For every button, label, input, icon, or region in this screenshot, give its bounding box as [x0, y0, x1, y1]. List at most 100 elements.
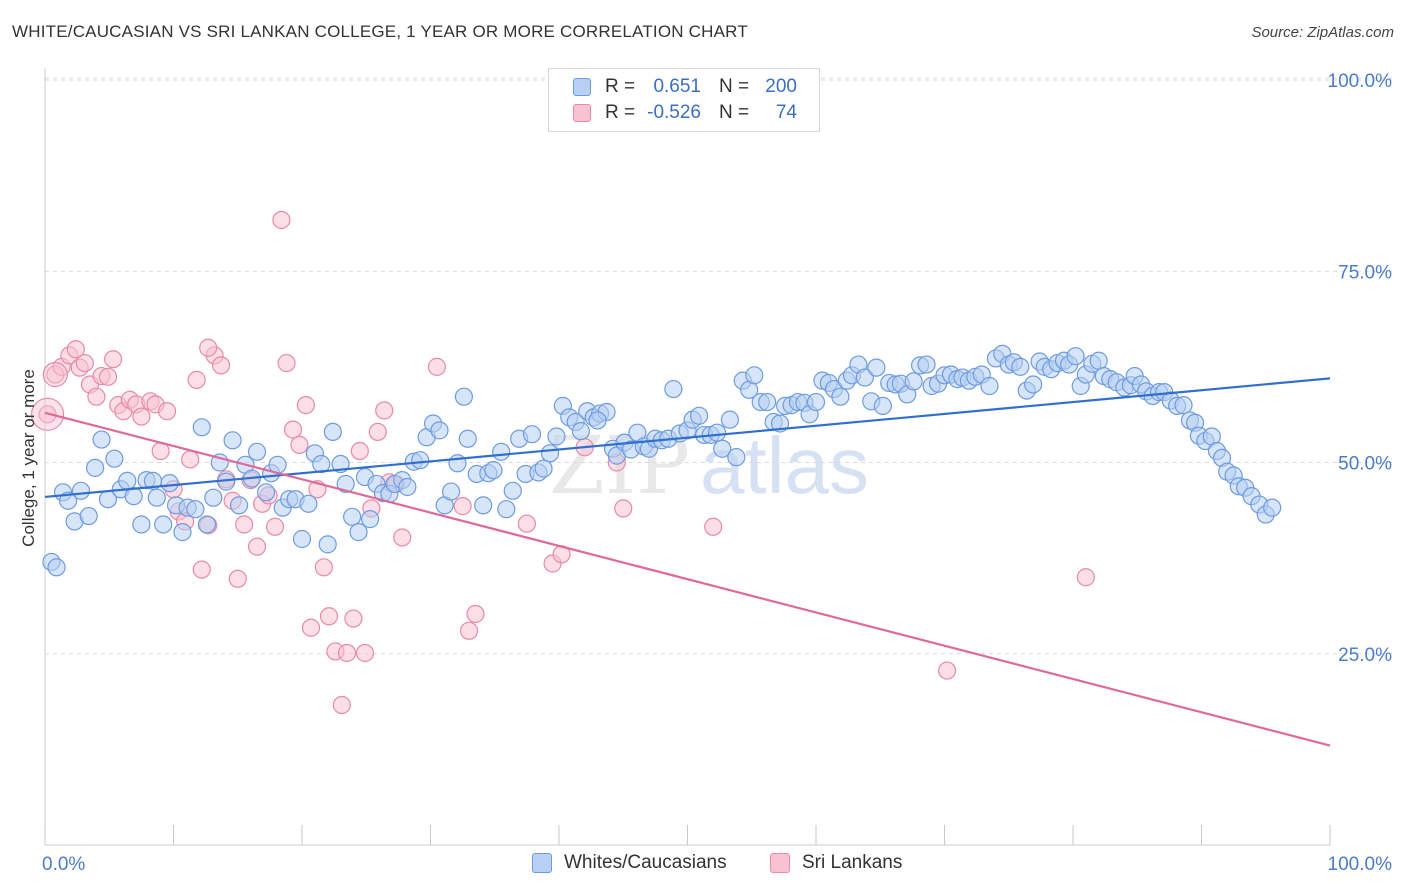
data-point-white — [186, 500, 205, 519]
legend-row-srilankans: R = -0.526 N = 74 — [573, 101, 797, 125]
legend-swatch-blue — [573, 78, 591, 96]
data-point-srilankan — [265, 517, 285, 536]
data-point-white — [806, 392, 826, 412]
data-point-srilankan — [157, 402, 177, 421]
data-point-srilankan — [350, 441, 369, 461]
legend-swatch-pink — [770, 853, 790, 873]
data-point-white — [197, 515, 217, 534]
data-point-white — [454, 387, 474, 406]
legend-row-whites: R = 0.651 N = 200 — [573, 75, 797, 99]
data-point-white — [1011, 357, 1030, 376]
data-point-srilankan — [235, 515, 254, 534]
data-point-white — [71, 481, 91, 500]
legend-swatch-blue — [532, 853, 552, 873]
data-point-white — [299, 494, 318, 513]
data-point-white — [229, 496, 249, 515]
legend-item-whites[interactable]: Whites/Caucasians — [532, 852, 727, 874]
whites-caucasians-points — [42, 344, 1282, 577]
data-point-srilankan — [393, 528, 412, 547]
y-axis-label: College, 1 year or more — [19, 369, 38, 547]
data-point-white — [689, 406, 709, 425]
legend-n-label: N = — [719, 76, 750, 97]
data-point-white — [904, 372, 923, 391]
y-tick-label: 25.0% — [1338, 645, 1392, 666]
data-point-white — [441, 482, 461, 501]
data-point-srilankan — [98, 367, 118, 386]
data-point-white — [707, 423, 727, 442]
data-point-white — [758, 392, 777, 412]
data-point-white — [154, 515, 173, 534]
source-credit: Source: ZipAtlas.com — [1251, 24, 1394, 41]
legend-r-value: -0.526 — [647, 102, 701, 123]
data-point-white — [430, 421, 449, 440]
data-point-srilankan — [319, 607, 339, 626]
data-point-srilankan — [344, 609, 363, 628]
data-point-srilankan — [104, 350, 123, 369]
data-point-white — [336, 474, 355, 494]
data-point-white — [318, 535, 337, 554]
data-point-white — [79, 506, 98, 526]
legend-label-whites: Whites/Caucasians — [564, 852, 727, 873]
data-point-white — [59, 491, 78, 510]
data-point-srilankan — [277, 353, 296, 373]
data-point-white — [534, 459, 553, 478]
data-point-srilankan — [211, 356, 231, 375]
data-point-srilankan — [355, 643, 375, 663]
data-point-white — [664, 379, 683, 399]
y-tick-label: 100.0% — [1328, 71, 1393, 92]
y-tick-label: 50.0% — [1338, 454, 1392, 475]
data-point-srilankan — [368, 422, 387, 441]
legend-n-label: N = — [719, 102, 750, 123]
data-point-white — [458, 429, 477, 448]
data-point-white — [855, 368, 874, 387]
data-point-srilankan — [181, 450, 200, 469]
data-point-srilankan — [199, 338, 218, 357]
data-point-white — [132, 515, 151, 534]
data-point-srilankan — [290, 435, 309, 455]
data-point-white — [86, 458, 105, 477]
legend-item-srilankans[interactable]: Sri Lankans — [770, 852, 902, 874]
data-point-srilankan — [187, 370, 206, 389]
data-point-srilankan — [296, 396, 315, 415]
data-point-srilankan — [614, 499, 633, 518]
data-point-srilankan — [1076, 568, 1095, 587]
data-point-srilankan — [75, 353, 94, 373]
data-point-white — [571, 422, 590, 441]
data-point-srilankan — [466, 604, 485, 624]
y-tick-labels: 25.0% 50.0% 75.0% 100.0% — [1328, 71, 1393, 666]
data-point-srilankan — [453, 497, 472, 516]
data-point-srilankan — [332, 695, 351, 715]
data-point-srilankan — [192, 560, 211, 579]
data-point-white — [223, 431, 242, 450]
data-point-white — [917, 355, 936, 374]
data-point-srilankan — [272, 210, 291, 230]
x-tick-label-end: 100.0% — [1328, 854, 1393, 875]
legend-r-value: 0.651 — [653, 76, 701, 97]
legend-r-label: R = — [605, 76, 636, 97]
data-point-white — [474, 496, 493, 515]
data-point-white — [361, 510, 380, 529]
legend-n-value: 200 — [765, 76, 797, 97]
data-point-white — [204, 488, 223, 507]
legend-swatch-pink — [573, 104, 591, 122]
data-point-white — [411, 451, 430, 470]
data-point-srilankan — [375, 401, 394, 420]
data-point-white — [1263, 498, 1282, 517]
data-point-srilankan — [337, 643, 357, 663]
trend-line-srilankans — [44, 411, 1331, 747]
x-tick-labels: 0.0% 100.0% — [42, 854, 1392, 875]
legend-r-label: R = — [605, 102, 636, 123]
legend-label-srilankans: Sri Lankans — [802, 852, 903, 873]
data-point-srilankan — [283, 420, 303, 439]
data-point-white — [720, 410, 740, 429]
data-point-srilankan — [704, 517, 723, 536]
data-point-srilankan — [427, 357, 447, 376]
axes — [44, 68, 1331, 846]
data-point-white — [497, 500, 516, 519]
stats-legend: R = 0.651 N = 200 R = -0.526 N = 74 — [548, 68, 820, 132]
data-point-white — [873, 396, 892, 415]
data-point-white — [173, 523, 192, 542]
data-point-srilankan — [314, 558, 333, 577]
y-tick-label: 75.0% — [1338, 262, 1392, 283]
